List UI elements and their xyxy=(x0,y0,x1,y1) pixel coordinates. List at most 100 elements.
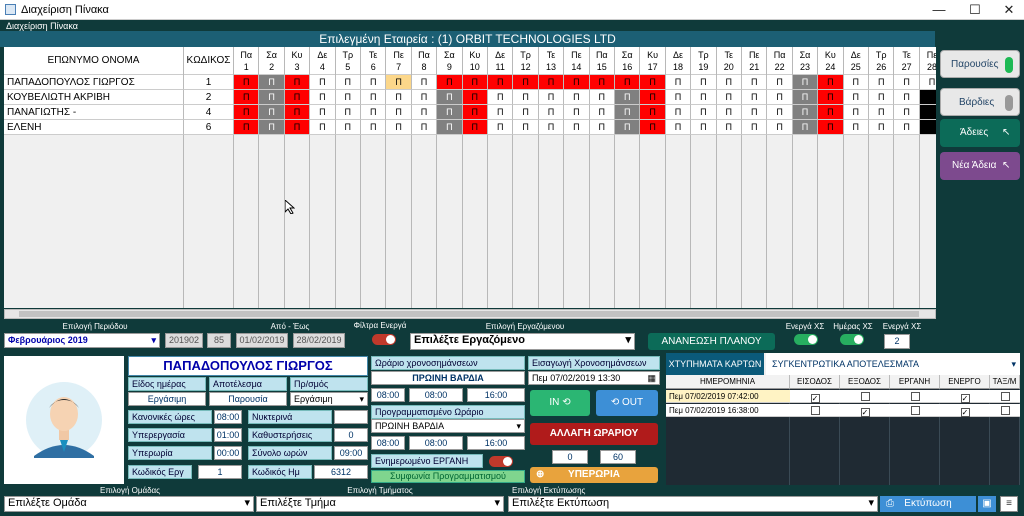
schedule-cell[interactable]: Π xyxy=(716,120,742,135)
horizontal-scrollbar[interactable] xyxy=(4,309,936,319)
print-button[interactable]: ⎙ Εκτύπωση xyxy=(880,496,976,512)
schedule-cell[interactable]: Π xyxy=(869,75,895,90)
schedule-cell[interactable]: Π xyxy=(589,75,615,90)
schedule-cell[interactable]: Π xyxy=(538,90,565,105)
schedule-cell[interactable]: Π xyxy=(742,105,768,120)
schedule-cell[interactable]: Π xyxy=(411,75,438,90)
schedule-cell[interactable]: Π xyxy=(513,75,539,90)
schedule-cell[interactable]: Π xyxy=(691,120,717,135)
attendance-button[interactable]: Παρουσίες xyxy=(940,50,1020,78)
punch-checkbox-cell[interactable] xyxy=(890,404,940,417)
schedule-cell[interactable]: Π xyxy=(869,90,895,105)
schedule-grid[interactable]: ΕΠΩΝΥΜΟ ΟΝΟΜΑ ΚΩΔΙΚΟΣ Πα 1 Σα 2 Κυ 3 Δε 4 Τρ 5 Τε 6 Πε… xyxy=(4,47,936,308)
checked-checkbox[interactable]: ✓ xyxy=(960,394,970,403)
schedule-cell[interactable]: Π xyxy=(462,75,488,90)
schedule-cell[interactable]: Π xyxy=(335,105,361,120)
schedule-cell[interactable]: Π xyxy=(386,120,412,135)
schedule-cell[interactable]: Π xyxy=(665,120,692,135)
schedule-cell[interactable]: Π xyxy=(691,75,717,90)
schedule-cell[interactable]: Π xyxy=(538,120,565,135)
menu-button[interactable]: ≡ xyxy=(1000,496,1018,512)
schedule-cell[interactable]: Π xyxy=(716,105,742,120)
schedule-cell[interactable]: Π xyxy=(640,75,666,90)
schedule-cell[interactable]: Π xyxy=(437,75,463,90)
schedule-cell[interactable]: Π xyxy=(589,105,615,120)
schedule-cell[interactable]: Π xyxy=(437,120,463,135)
schedule-cell[interactable]: Π xyxy=(665,90,692,105)
schedule-cell[interactable]: Π xyxy=(538,105,565,120)
schedule-cell[interactable]: Π xyxy=(640,105,666,120)
schedule-cell[interactable]: Π xyxy=(818,75,844,90)
schedule-cell[interactable]: Π xyxy=(767,90,793,105)
schedule-cell[interactable]: Π xyxy=(869,105,895,120)
schedule-cell[interactable]: Π xyxy=(615,105,641,120)
schedule-cell[interactable]: Π xyxy=(386,105,412,120)
shifts-button[interactable]: Βάρδιες xyxy=(940,88,1020,116)
unchecked-checkbox[interactable] xyxy=(910,392,920,401)
schedule-cell[interactable]: Π xyxy=(640,90,666,105)
planned-select[interactable]: ΠΡΩΙΝΗ ΒΑΡΔΙΑ ▾ xyxy=(371,419,525,433)
checked-checkbox[interactable]: ✓ xyxy=(810,394,820,403)
schedule-cell[interactable]: Π xyxy=(488,105,514,120)
entry-datetime[interactable]: Πεμ 07/02/2019 13:30 ▦ xyxy=(528,371,660,385)
schedule-cell[interactable]: Π xyxy=(589,90,615,105)
schedule-cell[interactable]: Π xyxy=(894,105,920,120)
schedule-cell[interactable]: Π xyxy=(716,90,742,105)
checked-checkbox[interactable]: ✓ xyxy=(960,408,970,417)
schedule-cell[interactable]: Π xyxy=(437,105,463,120)
period-select[interactable]: Φεβρουάριος 2019 ▾ xyxy=(4,333,160,348)
punch-checkbox-cell[interactable] xyxy=(990,390,1020,403)
punch-checkbox-cell[interactable] xyxy=(790,404,840,417)
schedule-cell[interactable]: Π xyxy=(361,105,387,120)
erganh-toggle[interactable] xyxy=(489,456,513,467)
punch-checkbox-cell[interactable] xyxy=(840,390,890,403)
filters-toggle[interactable] xyxy=(372,334,396,345)
employee-row-name[interactable]: ΠΑΝΑΓΙΩΤΗΣ - xyxy=(4,105,184,120)
schedule-cell[interactable]: Π xyxy=(742,120,768,135)
schedule-cell[interactable]: Π xyxy=(234,75,260,90)
schedule-cell[interactable]: Π xyxy=(691,90,717,105)
schedule-cell[interactable]: Π xyxy=(411,90,438,105)
schedule-cell[interactable]: Π xyxy=(386,90,412,105)
schedule-cell[interactable]: Π xyxy=(488,90,514,105)
schedule-cell[interactable]: Π xyxy=(818,120,844,135)
schedule-cell[interactable]: Π xyxy=(767,120,793,135)
schedule-cell[interactable]: Π xyxy=(488,75,514,90)
schedule-cell[interactable] xyxy=(919,105,936,120)
unchecked-checkbox[interactable] xyxy=(1000,406,1010,415)
schedule-cell[interactable]: Π xyxy=(818,105,844,120)
punch-checkbox-cell[interactable]: ✓ xyxy=(840,404,890,417)
schedule-cell[interactable]: Π xyxy=(843,120,869,135)
schedule-cell[interactable]: Π xyxy=(615,90,641,105)
minimize-button[interactable]: — xyxy=(932,2,946,17)
refresh-plan-button[interactable]: ΑΝΑΝΕΩΣΗ ΠΛΑΝΟΥ xyxy=(648,333,775,350)
schedule-cell[interactable]: Π xyxy=(767,105,793,120)
schedule-cell[interactable]: Π xyxy=(615,75,641,90)
unchecked-checkbox[interactable] xyxy=(860,392,870,401)
schedule-cell[interactable]: Π xyxy=(767,75,793,90)
schedule-cell[interactable]: Π xyxy=(411,120,438,135)
schedule-cell[interactable]: Π xyxy=(513,90,539,105)
schedule-cell[interactable]: Π xyxy=(894,90,920,105)
schedule-cell[interactable]: Π xyxy=(742,90,768,105)
schedule-cell[interactable]: Π xyxy=(665,105,692,120)
schedule-cell[interactable]: Π xyxy=(589,120,615,135)
unchecked-checkbox[interactable] xyxy=(910,406,920,415)
schedule-cell[interactable]: Π xyxy=(234,120,260,135)
punch-date[interactable]: Πεμ 07/02/2019 07:42:00 xyxy=(666,390,790,403)
employee-row-name[interactable]: ΠΑΠΑΔΟΠΟΥΛΟΣ ΓΙΩΡΓΟΣ xyxy=(4,75,184,90)
schedule-cell[interactable]: Π xyxy=(894,120,920,135)
employee-row-name[interactable]: ΕΛΕΝΗ xyxy=(4,120,184,135)
close-button[interactable]: ✕ xyxy=(1003,2,1015,17)
schedule-cell[interactable]: Π xyxy=(335,75,361,90)
employee-row-name[interactable]: ΚΟΥΒΕΛΙΩΤΗ ΑΚΡΙΒΗ xyxy=(4,90,184,105)
day-xs-toggle[interactable] xyxy=(840,334,864,345)
schedule-cell[interactable]: Π xyxy=(691,105,717,120)
schedule-cell[interactable]: Π xyxy=(869,120,895,135)
leaves-button[interactable]: Άδειες ↖ xyxy=(940,119,1020,147)
maximize-button[interactable]: ☐ xyxy=(969,2,981,17)
schedule-cell[interactable]: Π xyxy=(513,105,539,120)
punch-date[interactable]: Πεμ 07/02/2019 16:38:00 xyxy=(666,404,790,417)
tab-cards[interactable]: ΧΤΥΠΗΜΑΤΑ ΚΑΡΤΩΝ xyxy=(666,353,764,375)
employee-select[interactable]: Επιλέξτε Εργαζόμενο ▾ xyxy=(410,333,635,350)
